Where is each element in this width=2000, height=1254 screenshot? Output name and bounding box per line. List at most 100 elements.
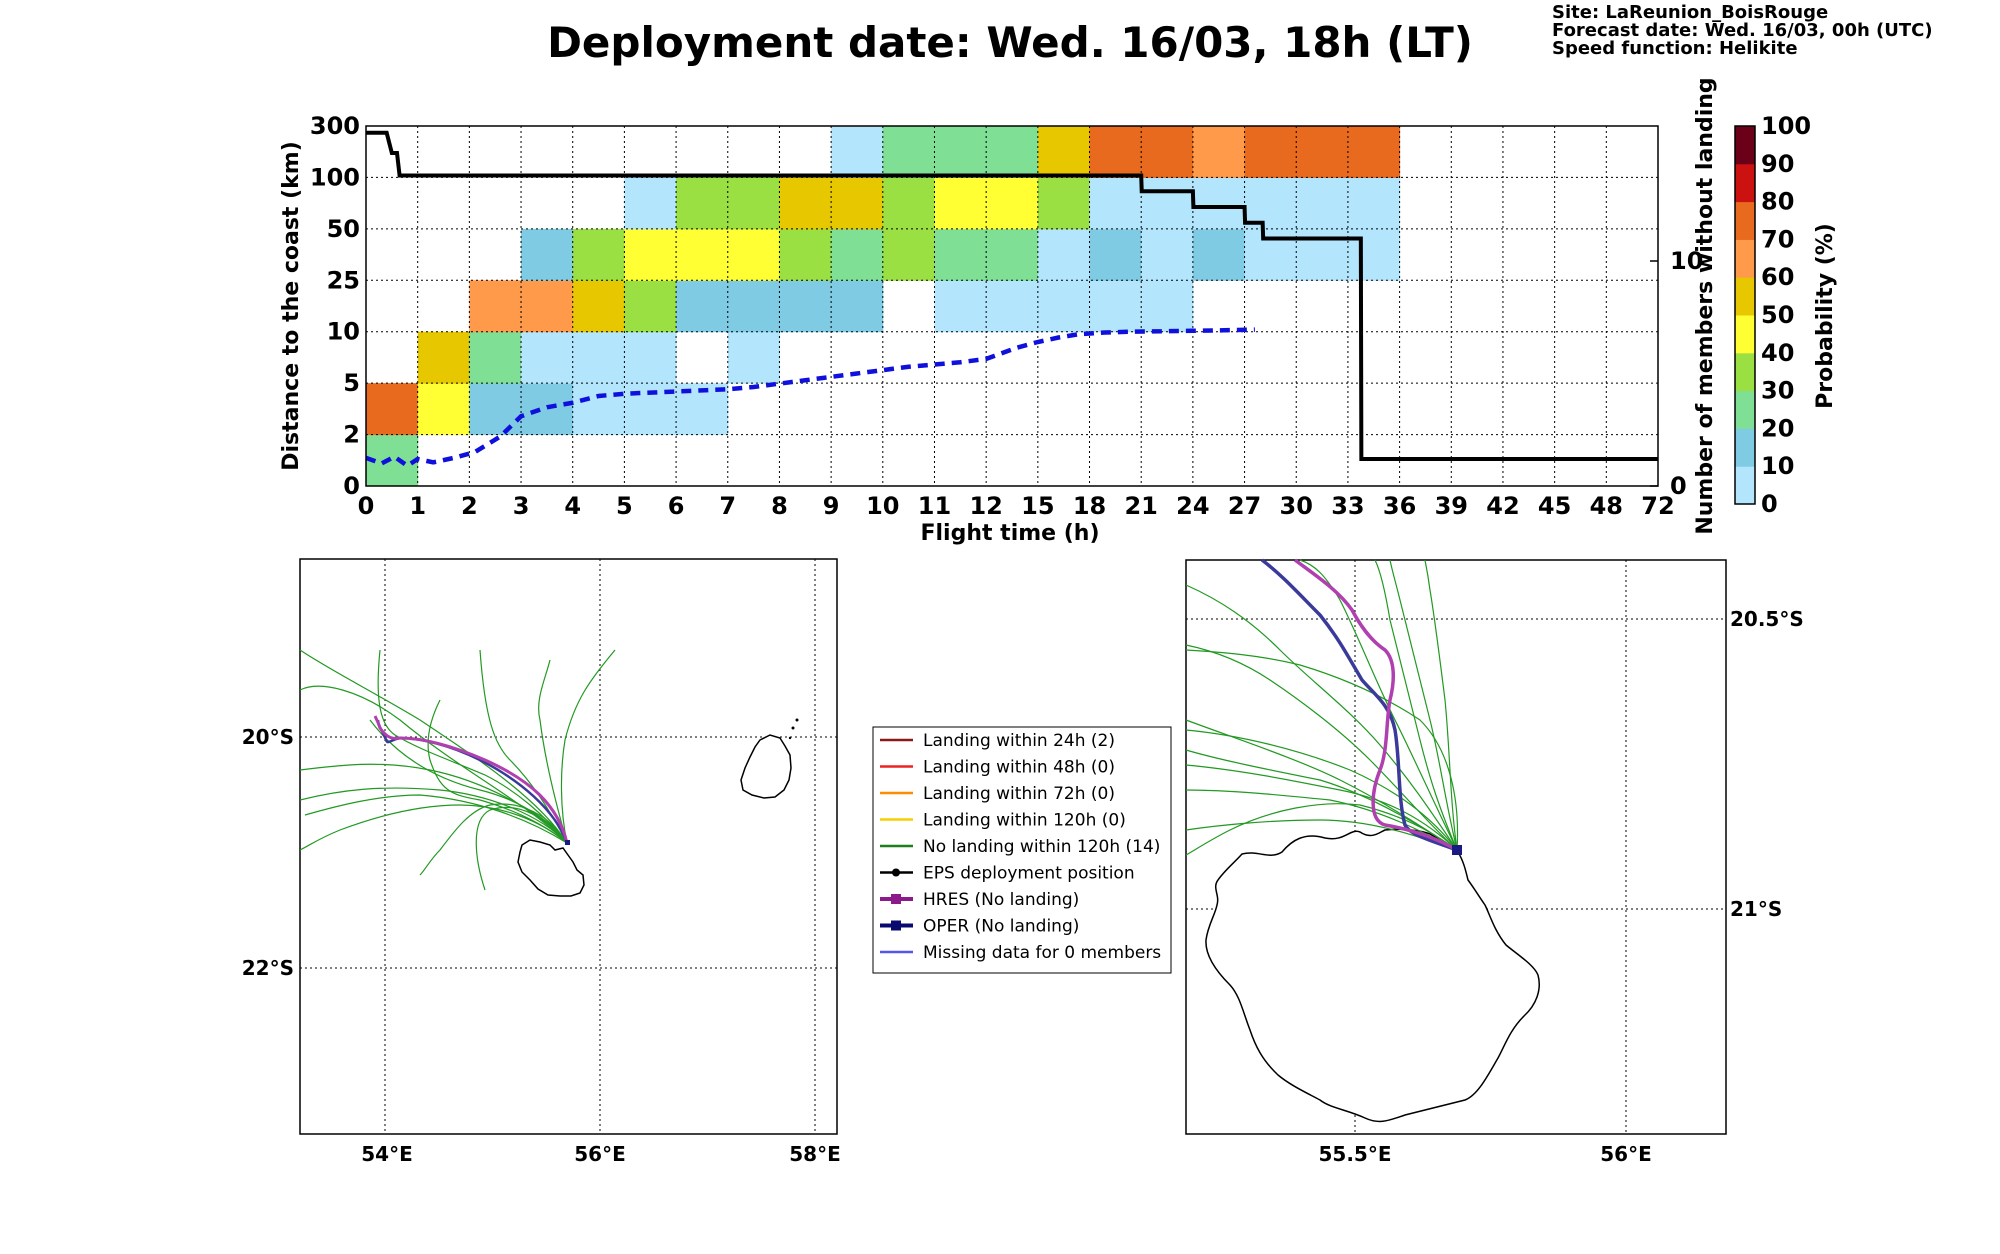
colorbar-segment: [1735, 352, 1755, 392]
left-map-islet: [791, 726, 795, 730]
left-map-mauritius-island: [740, 734, 792, 799]
colorbar-tick-label: 80: [1761, 188, 1794, 216]
colorbar-segment: [1735, 428, 1755, 467]
x-tick-label: 4: [564, 492, 581, 520]
x-tick-label: 0: [358, 492, 375, 520]
x-tick-label: 21: [1124, 492, 1157, 520]
x-tick-label: 45: [1538, 492, 1571, 520]
heatmap-cell: [417, 331, 470, 384]
colorbar-segment: [1735, 315, 1755, 354]
heatmap-series: [365, 130, 1658, 469]
x-tick-label: 10: [866, 492, 899, 520]
heatmap-cell: [831, 126, 884, 178]
x-tick-label: 48: [1590, 492, 1623, 520]
x-tick-label: 36: [1383, 492, 1416, 520]
x-tick-label: 15: [1021, 492, 1054, 520]
y-tick-label: 300: [310, 112, 360, 140]
colorbar-tick-label: 40: [1761, 339, 1794, 367]
left-map-hres-track: [373, 715, 569, 844]
heatmap-cell: [1141, 228, 1194, 281]
x-tick-label: 1: [409, 492, 426, 520]
heatmap-cell: [934, 280, 987, 333]
right-tick-label: 10: [1670, 247, 1703, 275]
heatmap-cell: [624, 228, 677, 281]
x-axis-label: Flight time (h): [920, 521, 1099, 546]
legend-marker: [892, 868, 900, 877]
heatmap-cell: [521, 383, 574, 436]
left-map-islet: [795, 718, 799, 722]
left-map-y-tick-labels: 20°S 22°S: [242, 725, 294, 980]
heatmap-cell: [934, 126, 987, 178]
legend-label: Landing within 48h (0): [923, 758, 1115, 778]
median-distance-line: [365, 327, 1255, 469]
map-x-tick-label: 56°E: [1600, 1142, 1652, 1166]
colorbar-tick-label: 100: [1761, 112, 1811, 140]
colorbar-segment: [1735, 390, 1755, 429]
heatmap-cell: [521, 331, 574, 384]
colorbar-tick-label: 50: [1761, 301, 1794, 329]
heatmap-cell: [831, 177, 884, 230]
y-axis-label: Distance to the coast (km): [279, 141, 304, 471]
heatmap-cell: [572, 228, 625, 281]
colorbar-tick-label: 60: [1761, 263, 1794, 291]
heatmap-grid: [366, 126, 1658, 486]
heatmap-cell: [521, 228, 574, 281]
y-tick-label: 10: [327, 318, 360, 346]
x-tick-label: 42: [1486, 492, 1519, 520]
left-map-reunion-island: [517, 839, 585, 897]
heatmap-cell: [624, 280, 677, 333]
legend-label: Landing within 120h (0): [923, 811, 1126, 831]
heatmap-cell: [1037, 126, 1091, 178]
heatmap-cell: [1192, 177, 1246, 230]
colorbar-tick-label: 0: [1761, 490, 1778, 518]
right-map-deployment-marker: [1452, 845, 1462, 855]
x-tick-label: 7: [719, 492, 736, 520]
x-tick-label: 24: [1176, 492, 1209, 520]
heatmap-cell: [572, 331, 625, 384]
heatmap-cell: [624, 177, 677, 230]
legend-label: EPS deployment position: [923, 864, 1135, 884]
map-y-tick-label: 20.5°S: [1730, 607, 1804, 631]
x-tick-label: 8: [771, 492, 788, 520]
heatmap-cell: [1192, 126, 1246, 178]
heatmap-cell: [727, 331, 780, 384]
heatmap-cell: [1244, 177, 1297, 230]
legend-marker: [891, 894, 901, 904]
heatmap-cell: [1037, 280, 1091, 333]
legend-label: HRES (No landing): [923, 890, 1079, 910]
y-tick-label: 25: [327, 266, 360, 294]
heatmap-cell: [986, 177, 1039, 230]
heatmap-cell: [779, 177, 832, 230]
y-tick-label: 5: [343, 369, 360, 397]
heatmap-cell: [1296, 177, 1349, 230]
map-x-tick-label: 58°E: [789, 1142, 841, 1166]
y-tick-label: 0: [343, 472, 360, 500]
y-tick-label: 100: [310, 163, 360, 191]
right-map: 55.5°E 56°E 20.5°S 21°S: [1185, 558, 1804, 1166]
heatmap-cell: [1347, 126, 1401, 178]
heatmap-cell: [1141, 126, 1194, 178]
heatmap-cell: [469, 280, 522, 333]
heatmap-cell: [1192, 228, 1246, 281]
heatmap-cell: [831, 228, 884, 281]
heatmap-cell: [882, 228, 935, 281]
map-x-tick-label: 54°E: [361, 1142, 413, 1166]
colorbar-segment: [1735, 239, 1755, 278]
right-axis-label: Number of members without landing: [1693, 77, 1718, 534]
heatmap-cell: [1141, 280, 1194, 333]
heatmap-cell: [727, 177, 780, 230]
map-y-tick-label: 20°S: [242, 725, 294, 749]
members-without-landing-line: [366, 130, 1658, 461]
legend-marker: [891, 920, 901, 931]
y-tick-label: 50: [327, 215, 360, 243]
x-tick-label: 3: [513, 492, 530, 520]
chart-title: Deployment date: Wed. 16/03, 18h (LT): [547, 18, 1473, 67]
heatmap-cell: [676, 280, 729, 333]
colorbar-tick-label: 30: [1761, 377, 1794, 405]
map-x-tick-label: 55.5°E: [1318, 1142, 1391, 1166]
speed-function-label: Speed function: Helikite: [1552, 38, 1798, 59]
colorbar-frame: [1734, 125, 1756, 505]
heatmap-cell: [934, 228, 987, 281]
x-tick-label: 39: [1435, 492, 1468, 520]
